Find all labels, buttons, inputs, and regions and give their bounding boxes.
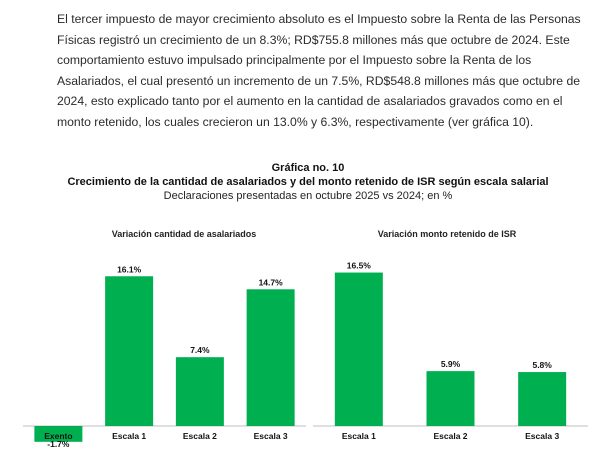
- body-paragraph: El tercer impuesto de mayor crecimiento …: [57, 12, 581, 129]
- bar-escala-2: [426, 371, 475, 426]
- data-label: 7.4%: [190, 345, 210, 355]
- bar-escala-2: [175, 357, 224, 426]
- panel-title: Variación monto retenido de ISR: [378, 229, 517, 239]
- bar-escala-1: [334, 272, 383, 426]
- bar-escala-3: [518, 372, 567, 426]
- data-label: 16.5%: [347, 261, 372, 271]
- category-label: Escala 2: [433, 431, 467, 441]
- data-label: 5.9%: [441, 359, 461, 369]
- bar-exento: [34, 426, 83, 442]
- data-label: 5.8%: [532, 360, 552, 370]
- bar-escala-1: [105, 276, 154, 426]
- panel-title: Variación cantidad de asalariados: [112, 229, 257, 239]
- data-label: 16.1%: [117, 264, 142, 274]
- chart-note: Declaraciones presentadas en octubre 202…: [163, 190, 453, 202]
- data-label: -1.7%: [47, 439, 70, 449]
- bar-escala-3: [246, 289, 295, 426]
- category-label: Exento: [44, 431, 72, 441]
- category-label: Escala 1: [112, 431, 146, 441]
- category-label: Escala 3: [525, 431, 559, 441]
- chart-title: Gráfica no. 10: [271, 162, 345, 174]
- category-label: Escala 2: [183, 431, 217, 441]
- data-label: 14.7%: [259, 277, 284, 287]
- category-label: Escala 1: [342, 431, 376, 441]
- category-label: Escala 3: [254, 431, 288, 441]
- chart-subtitle: Crecimiento de la cantidad de asalariado…: [67, 176, 549, 188]
